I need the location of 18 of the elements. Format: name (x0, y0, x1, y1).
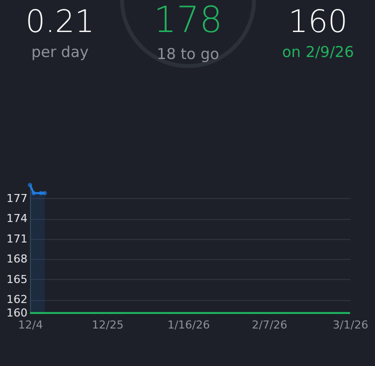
x-tick-label: 1/16/26 (167, 318, 210, 332)
text: on 2/9/26 (281, 42, 355, 62)
y-tick-label: 165 (6, 272, 28, 286)
x-tick-label: 12/4 (18, 318, 43, 332)
y-tick-label: 168 (6, 252, 28, 266)
x-tick-label: 2/7/26 (252, 318, 288, 332)
y-tick-label: 162 (6, 293, 28, 306)
y-tick-label: 160 (6, 306, 28, 320)
y-tick-label: 177 (6, 192, 28, 205)
y-tick-label: 171 (6, 232, 28, 246)
x-tick-label: 12/25 (92, 318, 124, 332)
text: per day (30, 42, 90, 62)
text: 160 (287, 4, 349, 40)
y-tick-label: 174 (6, 212, 28, 226)
text: 18 to go (156, 44, 220, 64)
text: 0.21 (24, 4, 96, 40)
text: 178 (152, 0, 224, 42)
x-tick-label: 3/1/26 (332, 318, 368, 332)
